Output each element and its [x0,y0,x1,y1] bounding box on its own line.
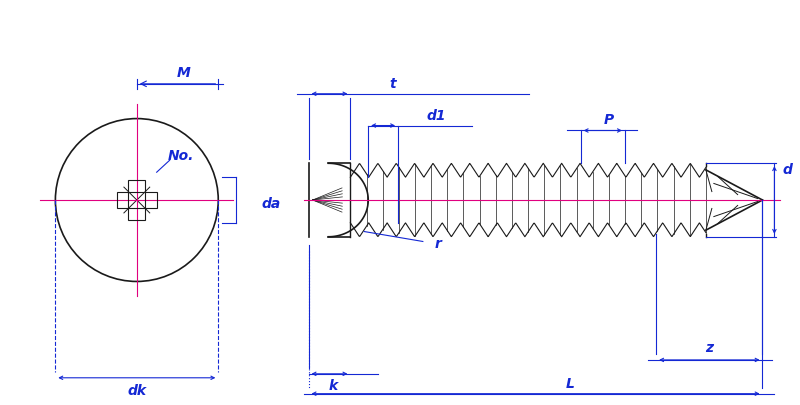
Bar [117,192,157,209]
Text: d1: d1 [426,109,446,123]
Text: No.: No. [167,149,194,163]
Bar [128,180,146,220]
Text: r: r [434,237,441,252]
Text: L: L [566,377,574,391]
Text: da: da [262,197,281,211]
Text: dk: dk [127,384,146,398]
Text: P: P [604,113,614,127]
Text: k: k [329,379,338,393]
Text: z: z [706,341,714,355]
Text: d: d [782,163,792,177]
Text: t: t [390,77,396,91]
Text: M: M [177,66,191,80]
